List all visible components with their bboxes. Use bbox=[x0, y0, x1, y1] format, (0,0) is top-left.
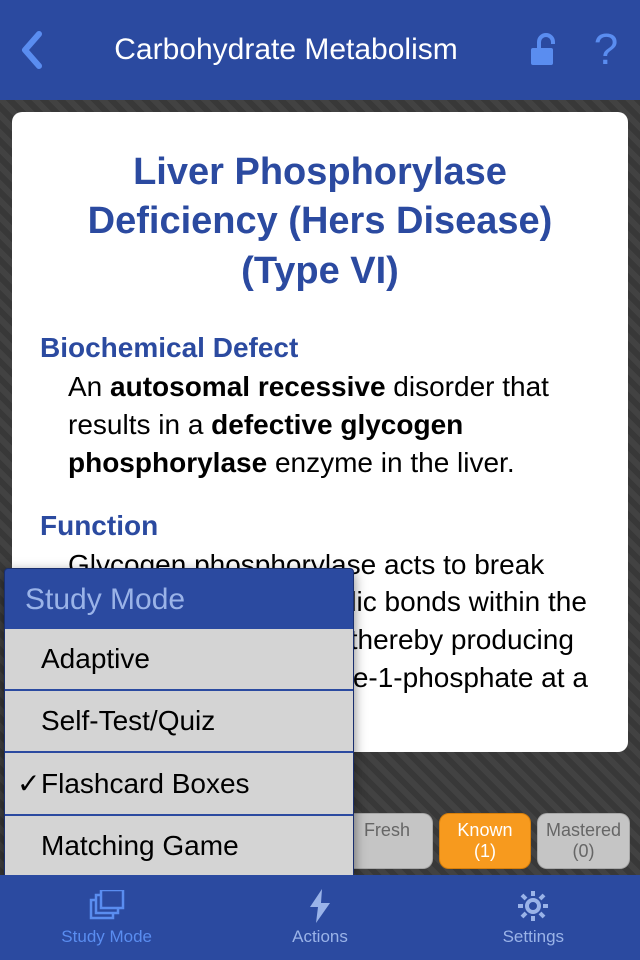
popover-item-matching-game[interactable]: Matching Game bbox=[5, 814, 353, 876]
fresh-pill[interactable]: Fresh bbox=[341, 813, 433, 868]
unlock-icon bbox=[523, 31, 561, 69]
popover-item-self-test-quiz[interactable]: Self-Test/Quiz bbox=[5, 689, 353, 751]
popover-item-label: Matching Game bbox=[41, 830, 239, 862]
section-heading-2: Function bbox=[40, 510, 600, 542]
check-icon: ✓ bbox=[17, 767, 41, 800]
question-icon: ? bbox=[588, 28, 624, 72]
unlock-button[interactable] bbox=[520, 28, 564, 72]
header: Carbohydrate Metabolism ? bbox=[0, 0, 640, 100]
popover-item-label: Adaptive bbox=[41, 643, 150, 675]
tab-actions[interactable]: Actions bbox=[213, 875, 426, 960]
pill-count: (1) bbox=[448, 841, 522, 862]
chevron-left-icon bbox=[21, 30, 43, 70]
pill-label: Known bbox=[457, 820, 512, 840]
section-body-1: An autosomal recessive disorder that res… bbox=[40, 368, 600, 481]
popover-item-label: Flashcard Boxes bbox=[41, 768, 250, 800]
tab-label: Settings bbox=[503, 927, 564, 947]
section-heading-1: Biochemical Defect bbox=[40, 332, 600, 364]
pill-count: (0) bbox=[546, 841, 621, 862]
gear-icon bbox=[515, 888, 551, 924]
popover-item-adaptive[interactable]: Adaptive bbox=[5, 627, 353, 689]
tab-bar: Study Mode Actions bbox=[0, 875, 640, 960]
mastered-pill[interactable]: Mastered (0) bbox=[537, 813, 630, 868]
pill-label: Fresh bbox=[364, 820, 410, 840]
card-title: Liver Phosphorylase Deficiency (Hers Dis… bbox=[40, 148, 600, 296]
tab-study-mode[interactable]: Study Mode bbox=[0, 875, 213, 960]
status-pills: Fresh Known (1) Mastered (0) bbox=[341, 813, 630, 868]
study-mode-popover: Study Mode AdaptiveSelf-Test/Quiz✓Flashc… bbox=[4, 568, 354, 877]
tab-label: Study Mode bbox=[61, 927, 152, 947]
svg-text:?: ? bbox=[594, 28, 618, 72]
popover-title: Study Mode bbox=[5, 569, 353, 627]
page-title: Carbohydrate Metabolism bbox=[52, 32, 520, 68]
text-fragment: An bbox=[68, 371, 110, 402]
header-actions: ? bbox=[520, 28, 628, 72]
tab-settings[interactable]: Settings bbox=[427, 875, 640, 960]
bold-text: autosomal recessive bbox=[110, 371, 386, 402]
back-button[interactable] bbox=[12, 25, 52, 75]
tab-label: Actions bbox=[292, 927, 348, 947]
popover-item-label: Self-Test/Quiz bbox=[41, 705, 215, 737]
popover-item-flashcard-boxes[interactable]: ✓Flashcard Boxes bbox=[5, 751, 353, 814]
known-pill[interactable]: Known (1) bbox=[439, 813, 531, 868]
pill-label: Mastered bbox=[546, 820, 621, 840]
help-button[interactable]: ? bbox=[584, 28, 628, 72]
text-fragment: enzyme in the liver. bbox=[267, 447, 514, 478]
lightning-icon bbox=[302, 888, 338, 924]
cards-icon bbox=[89, 888, 125, 924]
